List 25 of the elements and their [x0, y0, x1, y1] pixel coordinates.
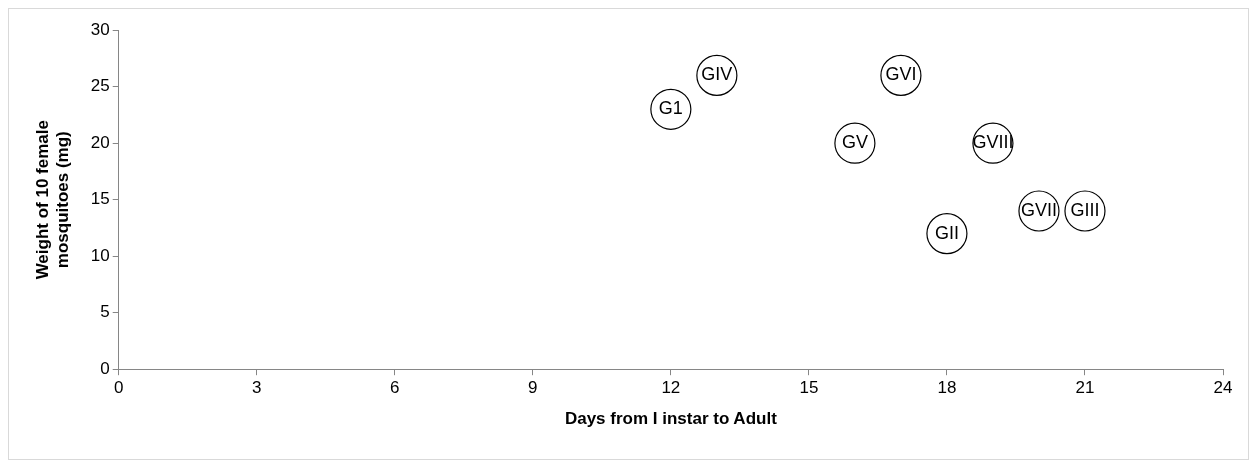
annotation: GVI [885, 64, 917, 85]
y-tick-label: 25 [90, 76, 110, 96]
x-tick-label: 3 [252, 378, 262, 398]
y-tick-label: 5 [100, 302, 110, 322]
y-tick-label: 10 [90, 245, 110, 265]
x-tick-label: 6 [390, 378, 400, 398]
x-tick-label: 18 [937, 378, 957, 398]
x-tick-label: 21 [1075, 378, 1095, 398]
x-tick-label: 15 [799, 378, 819, 398]
y-axis-title: Weight of 10 female mosquitoes (mg) [32, 120, 73, 280]
annotation: GVII [1020, 199, 1057, 220]
y-tick-label: 0 [100, 358, 110, 378]
x-tick-label: 9 [528, 378, 538, 398]
x-tick-label: 12 [661, 378, 681, 398]
annotation: GIV [701, 64, 733, 85]
y-tick-label: 30 [90, 19, 110, 39]
y-tick-label: 15 [90, 189, 110, 209]
y-tick-label: 20 [90, 132, 110, 152]
annotation: GII [934, 222, 959, 243]
annotation: GIII [1070, 199, 1100, 220]
annotation: G1 [658, 98, 683, 119]
x-tick-label: 24 [1213, 378, 1233, 398]
x-tick-label: 0 [113, 378, 124, 398]
x-axis-title: Days from I instar to Adult [564, 409, 778, 429]
annotation: GV [841, 132, 868, 153]
